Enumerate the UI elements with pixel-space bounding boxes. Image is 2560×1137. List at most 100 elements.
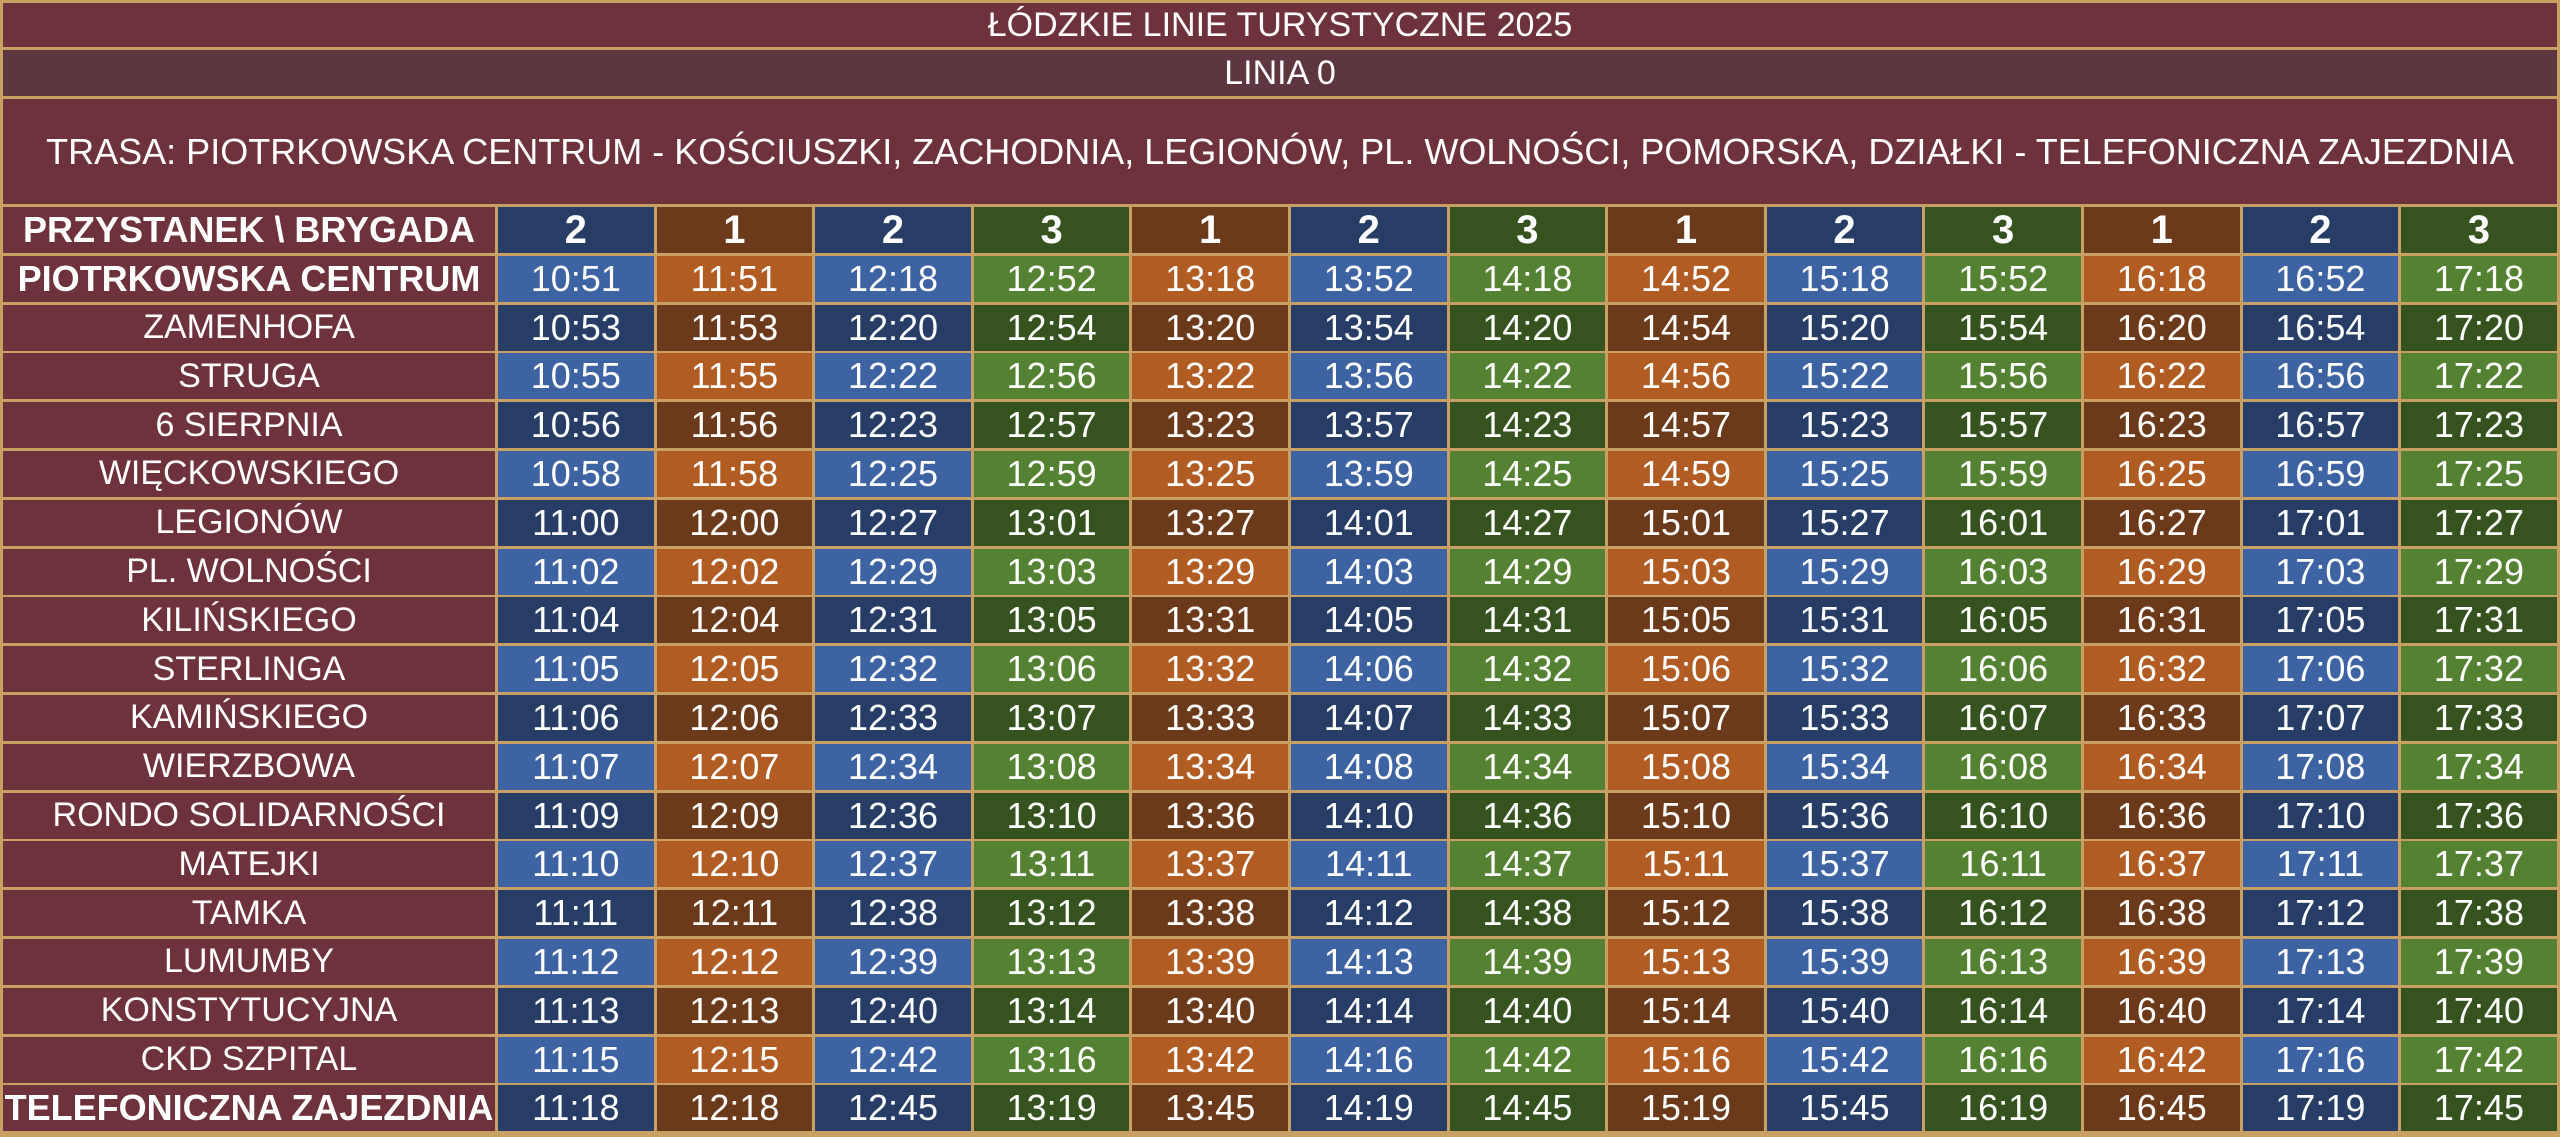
brigade-header: 3 bbox=[2401, 207, 2557, 253]
departure-time: 13:05 bbox=[973, 597, 1130, 644]
departure-time: 12:52 bbox=[973, 255, 1130, 302]
departure-time: 17:12 bbox=[2242, 890, 2399, 937]
departure-time: 12:20 bbox=[815, 304, 971, 351]
departure-time: 16:08 bbox=[1925, 743, 2081, 790]
departure-time: 13:36 bbox=[1132, 792, 1288, 839]
departure-time: 17:06 bbox=[2242, 646, 2399, 693]
departure-time: 14:01 bbox=[1290, 499, 1447, 546]
departure-time: 12:11 bbox=[656, 890, 813, 937]
departure-time: 14:13 bbox=[1290, 938, 1447, 985]
departure-time: 16:32 bbox=[2083, 646, 2240, 693]
stop-name: Konstytucyjna bbox=[3, 987, 495, 1034]
departure-time: 16:13 bbox=[1925, 938, 2081, 985]
departure-time: 12:33 bbox=[815, 694, 971, 741]
departure-time: 14:23 bbox=[1449, 402, 1606, 449]
departure-time: 13:34 bbox=[1132, 743, 1288, 790]
stop-name: CKD Szpital bbox=[3, 1036, 495, 1083]
departure-time: 12:05 bbox=[656, 646, 813, 693]
departure-time: 10:55 bbox=[498, 353, 654, 400]
departure-time: 15:14 bbox=[1608, 987, 1764, 1034]
departure-time: 14:40 bbox=[1449, 987, 1606, 1034]
departure-time: 16:03 bbox=[1925, 548, 2081, 595]
departure-time: 12:59 bbox=[973, 450, 1130, 497]
stop-name: Telefoniczna Zajezdnia bbox=[3, 1085, 495, 1132]
departure-time: 12:07 bbox=[656, 743, 813, 790]
departure-time: 11:05 bbox=[498, 646, 654, 693]
stop-name: Tamka bbox=[3, 890, 495, 937]
departure-time: 16:12 bbox=[1925, 890, 2081, 937]
stop-name: Wierzbowa bbox=[3, 743, 495, 790]
departure-time: 15:31 bbox=[1766, 597, 1923, 644]
departure-time: 16:54 bbox=[2242, 304, 2399, 351]
departure-time: 12:29 bbox=[815, 548, 971, 595]
departure-time: 16:38 bbox=[2083, 890, 2240, 937]
departure-time: 14:06 bbox=[1290, 646, 1447, 693]
departure-time: 16:14 bbox=[1925, 987, 2081, 1034]
departure-time: 13:18 bbox=[1132, 255, 1288, 302]
departure-time: 13:32 bbox=[1132, 646, 1288, 693]
departure-time: 12:06 bbox=[656, 694, 813, 741]
departure-time: 11:10 bbox=[498, 841, 654, 888]
departure-time: 12:42 bbox=[815, 1036, 971, 1083]
departure-time: 16:39 bbox=[2083, 938, 2240, 985]
departure-time: 13:22 bbox=[1132, 353, 1288, 400]
departure-time: 13:13 bbox=[973, 938, 1130, 985]
departure-time: 16:11 bbox=[1925, 841, 2081, 888]
departure-time: 15:33 bbox=[1766, 694, 1923, 741]
departure-time: 13:14 bbox=[973, 987, 1130, 1034]
departure-time: 17:18 bbox=[2401, 255, 2557, 302]
departure-time: 16:06 bbox=[1925, 646, 2081, 693]
departure-time: 12:13 bbox=[656, 987, 813, 1034]
departure-time: 16:59 bbox=[2242, 450, 2399, 497]
departure-time: 13:45 bbox=[1132, 1085, 1288, 1132]
departure-time: 15:25 bbox=[1766, 450, 1923, 497]
stop-name: Piotrkowska Centrum bbox=[3, 255, 495, 302]
departure-time: 11:53 bbox=[656, 304, 813, 351]
departure-time: 14:10 bbox=[1290, 792, 1447, 839]
departure-time: 17:08 bbox=[2242, 743, 2399, 790]
departure-time: 17:45 bbox=[2401, 1085, 2557, 1132]
departure-time: 12:22 bbox=[815, 353, 971, 400]
departure-time: 11:58 bbox=[656, 450, 813, 497]
departure-time: 17:03 bbox=[2242, 548, 2399, 595]
departure-time: 11:00 bbox=[498, 499, 654, 546]
departure-time: 12:12 bbox=[656, 938, 813, 985]
brigade-header: 1 bbox=[1132, 207, 1288, 253]
departure-time: 12:27 bbox=[815, 499, 971, 546]
departure-time: 11:09 bbox=[498, 792, 654, 839]
departure-time: 16:27 bbox=[2083, 499, 2240, 546]
departure-time: 17:05 bbox=[2242, 597, 2399, 644]
departure-time: 15:42 bbox=[1766, 1036, 1923, 1083]
departure-time: 13:38 bbox=[1132, 890, 1288, 937]
stop-name: Sterlinga bbox=[3, 646, 495, 693]
departure-time: 12:23 bbox=[815, 402, 971, 449]
route-description: TRASA: Piotrkowska Centrum - Kościuszki,… bbox=[3, 99, 2557, 204]
brigade-header: 2 bbox=[1766, 207, 1923, 253]
departure-time: 15:05 bbox=[1608, 597, 1764, 644]
departure-time: 13:33 bbox=[1132, 694, 1288, 741]
departure-time: 15:56 bbox=[1925, 353, 2081, 400]
departure-time: 16:45 bbox=[2083, 1085, 2240, 1132]
brigade-header: 1 bbox=[2083, 207, 2240, 253]
departure-time: 14:20 bbox=[1449, 304, 1606, 351]
departure-time: 15:45 bbox=[1766, 1085, 1923, 1132]
departure-time: 17:13 bbox=[2242, 938, 2399, 985]
departure-time: 15:18 bbox=[1766, 255, 1923, 302]
departure-time: 12:34 bbox=[815, 743, 971, 790]
departure-time: 11:51 bbox=[656, 255, 813, 302]
departure-time: 11:12 bbox=[498, 938, 654, 985]
departure-time: 14:54 bbox=[1608, 304, 1764, 351]
departure-time: 13:06 bbox=[973, 646, 1130, 693]
departure-time: 17:33 bbox=[2401, 694, 2557, 741]
departure-time: 14:57 bbox=[1608, 402, 1764, 449]
departure-time: 13:57 bbox=[1290, 402, 1447, 449]
departure-time: 17:22 bbox=[2401, 353, 2557, 400]
departure-time: 12:31 bbox=[815, 597, 971, 644]
departure-time: 14:07 bbox=[1290, 694, 1447, 741]
departure-time: 15:10 bbox=[1608, 792, 1764, 839]
brigade-header: 1 bbox=[656, 207, 813, 253]
departure-time: 13:37 bbox=[1132, 841, 1288, 888]
departure-time: 16:36 bbox=[2083, 792, 2240, 839]
departure-time: 12:54 bbox=[973, 304, 1130, 351]
